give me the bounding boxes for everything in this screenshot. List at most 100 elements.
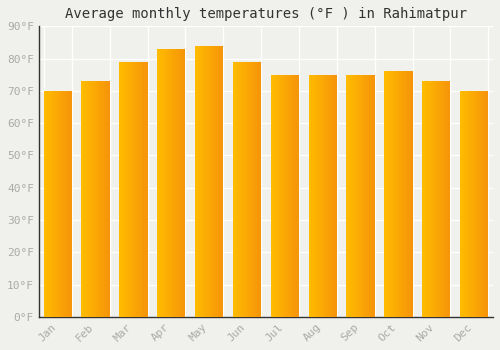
Bar	[54, 91, 55, 317]
Bar	[199, 46, 200, 317]
Bar	[472, 91, 474, 317]
Bar	[313, 75, 314, 317]
Bar	[464, 91, 466, 317]
Bar	[240, 62, 242, 317]
Bar	[176, 49, 177, 317]
Bar	[369, 75, 370, 317]
Bar	[477, 91, 478, 317]
Bar	[96, 81, 97, 317]
Bar	[256, 62, 257, 317]
Bar	[70, 91, 72, 317]
Bar	[370, 75, 372, 317]
Bar	[215, 46, 216, 317]
Bar	[468, 91, 470, 317]
Bar	[62, 91, 64, 317]
Bar	[65, 91, 66, 317]
Bar	[126, 62, 128, 317]
Bar	[449, 81, 450, 317]
Bar	[296, 75, 298, 317]
Bar	[87, 81, 88, 317]
Bar	[430, 81, 432, 317]
Bar	[157, 49, 158, 317]
Bar	[334, 75, 336, 317]
Bar	[348, 75, 349, 317]
Bar	[486, 91, 487, 317]
Bar	[408, 71, 410, 317]
Bar	[222, 46, 224, 317]
Bar	[432, 81, 434, 317]
Bar	[129, 62, 130, 317]
Bar	[178, 49, 180, 317]
Bar	[174, 49, 176, 317]
Bar	[83, 81, 84, 317]
Bar	[294, 75, 295, 317]
Bar	[90, 81, 92, 317]
Bar	[280, 75, 282, 317]
Bar	[139, 62, 140, 317]
Bar	[360, 75, 362, 317]
Bar	[170, 49, 172, 317]
Bar	[46, 91, 48, 317]
Bar	[106, 81, 107, 317]
Bar	[286, 75, 288, 317]
Bar	[429, 81, 430, 317]
Bar	[214, 46, 215, 317]
Bar	[310, 75, 312, 317]
Bar	[218, 46, 219, 317]
Bar	[45, 91, 46, 317]
Bar	[324, 75, 326, 317]
Bar	[145, 62, 146, 317]
Bar	[440, 81, 442, 317]
Bar	[374, 75, 375, 317]
Bar	[44, 91, 45, 317]
Bar	[49, 91, 50, 317]
Bar	[346, 75, 348, 317]
Bar	[326, 75, 327, 317]
Bar	[234, 62, 235, 317]
Bar	[246, 62, 247, 317]
Bar	[94, 81, 96, 317]
Bar	[142, 62, 144, 317]
Bar	[439, 81, 440, 317]
Bar	[237, 62, 238, 317]
Bar	[59, 91, 60, 317]
Bar	[480, 91, 481, 317]
Bar	[180, 49, 181, 317]
Bar	[336, 75, 337, 317]
Bar	[195, 46, 196, 317]
Bar	[394, 71, 396, 317]
Bar	[182, 49, 184, 317]
Bar	[470, 91, 472, 317]
Bar	[278, 75, 279, 317]
Bar	[411, 71, 412, 317]
Bar	[98, 81, 100, 317]
Bar	[162, 49, 163, 317]
Bar	[250, 62, 252, 317]
Bar	[298, 75, 299, 317]
Bar	[172, 49, 174, 317]
Bar	[330, 75, 331, 317]
Bar	[372, 75, 374, 317]
Bar	[292, 75, 294, 317]
Bar	[318, 75, 320, 317]
Bar	[478, 91, 480, 317]
Bar	[390, 71, 392, 317]
Bar	[202, 46, 203, 317]
Bar	[410, 71, 411, 317]
Bar	[384, 71, 386, 317]
Bar	[270, 75, 272, 317]
Bar	[135, 62, 136, 317]
Bar	[210, 46, 212, 317]
Bar	[484, 91, 486, 317]
Bar	[160, 49, 162, 317]
Bar	[364, 75, 365, 317]
Bar	[446, 81, 448, 317]
Bar	[69, 91, 70, 317]
Bar	[168, 49, 170, 317]
Bar	[181, 49, 182, 317]
Bar	[132, 62, 134, 317]
Bar	[233, 62, 234, 317]
Bar	[248, 62, 250, 317]
Bar	[119, 62, 120, 317]
Bar	[219, 46, 220, 317]
